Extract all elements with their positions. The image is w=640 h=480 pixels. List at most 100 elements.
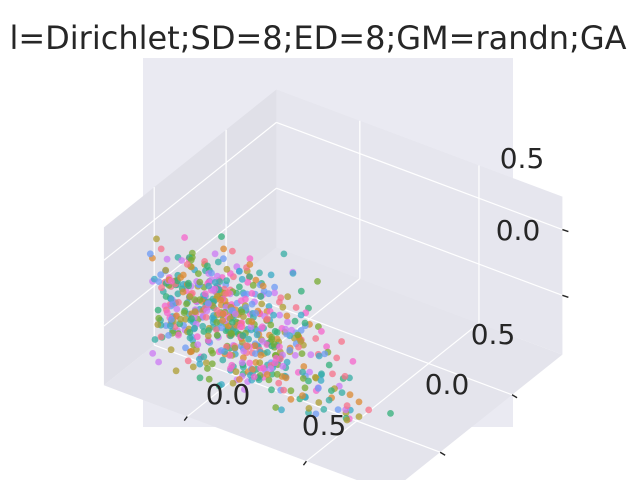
- scatter-point: [247, 323, 255, 331]
- scatter-point: [265, 376, 273, 384]
- scatter-point: [334, 406, 342, 413]
- scatter-point: [270, 311, 277, 319]
- scatter-point: [271, 283, 278, 291]
- scatter-point: [238, 359, 246, 366]
- scatter-point: [280, 250, 288, 258]
- scatter-point: [284, 293, 292, 301]
- scatter-point: [283, 358, 291, 366]
- scatter-point: [238, 308, 246, 316]
- scatter-point: [249, 281, 257, 289]
- scatter-point: [297, 311, 305, 319]
- scatter-point: [229, 379, 237, 387]
- scatter-point: [264, 315, 271, 323]
- scatter-point: [217, 347, 225, 354]
- scatter-point: [213, 326, 220, 333]
- data-points: [146, 233, 394, 424]
- scatter-point: [287, 395, 295, 403]
- scatter-point: [167, 346, 175, 354]
- scatter-point: [204, 299, 212, 307]
- scatter-point: [343, 402, 351, 410]
- grid-line: [103, 121, 277, 261]
- scatter-point: [246, 255, 254, 263]
- scatter-point: [387, 410, 394, 417]
- scatter-point: [246, 261, 254, 268]
- scatter-point: [204, 332, 212, 340]
- scatter-point: [193, 333, 201, 341]
- scatter-point: [220, 255, 227, 263]
- scatter-point: [301, 319, 309, 327]
- scatter-point: [228, 361, 236, 369]
- scatter-point: [256, 269, 263, 277]
- scatter-point: [305, 377, 312, 385]
- scatter-point: [271, 359, 279, 367]
- scatter-point: [268, 370, 276, 378]
- scatter-point: [317, 377, 325, 384]
- scatter-point: [201, 290, 209, 298]
- scatter-point: [355, 398, 363, 406]
- scatter-point: [200, 353, 208, 361]
- scatter-point: [320, 406, 328, 413]
- scatter-point: [184, 357, 192, 365]
- scatter-point: [228, 319, 236, 326]
- scatter-point: [219, 310, 227, 318]
- scatter-point: [279, 362, 287, 370]
- scatter-point: [257, 351, 265, 359]
- scatter-point: [279, 303, 287, 311]
- scatter-point: [186, 293, 194, 300]
- scatter-point: [307, 351, 315, 359]
- scatter-point: [288, 326, 295, 334]
- scatter-point: [153, 235, 160, 243]
- scatter-point: [286, 346, 294, 354]
- scatter-point: [186, 329, 194, 336]
- scatter-point: [299, 375, 307, 382]
- scatter-point: [365, 406, 373, 414]
- scatter-point: [188, 315, 195, 323]
- tick-mark: [511, 394, 518, 399]
- scatter-point: [202, 313, 210, 321]
- scatter-point: [268, 386, 275, 394]
- scatter-point: [312, 335, 320, 342]
- scatter-point: [325, 396, 333, 404]
- grid-line: [306, 322, 480, 462]
- pane-back-wall: [276, 89, 563, 355]
- scatter-point: [204, 365, 211, 372]
- scatter-point: [273, 329, 281, 336]
- scatter-point: [267, 271, 275, 279]
- scatter-point: [155, 278, 163, 285]
- scatter-point: [165, 332, 172, 339]
- chart-title: l=Dirichlet;SD=8;ED=8;GM=randn;GA: [9, 19, 626, 57]
- scatter-point: [241, 386, 248, 393]
- scatter-point: [328, 387, 335, 394]
- scatter-point: [180, 309, 188, 317]
- scatter-point: [253, 331, 261, 339]
- scatter-point: [268, 336, 276, 343]
- scatter-point: [174, 290, 182, 298]
- scatter-point: [349, 358, 357, 365]
- scatter-point: [318, 370, 325, 378]
- y-tick-label-0: 0.0: [425, 368, 470, 401]
- scatter-point: [298, 350, 306, 357]
- scatter-point: [275, 379, 283, 387]
- scatter-point: [238, 275, 246, 283]
- scatter-point: [256, 359, 264, 366]
- scatter-point: [321, 350, 329, 358]
- scatter-point: [287, 387, 295, 395]
- tick-mark: [562, 228, 569, 233]
- scatter-point: [183, 300, 190, 308]
- scatter-point: [151, 336, 159, 343]
- scatter-point: [189, 363, 197, 371]
- scatter-point: [168, 277, 175, 285]
- scatter-point: [282, 325, 289, 333]
- scatter-point: [242, 304, 250, 311]
- scatter-point: [166, 322, 174, 330]
- scatter-point: [213, 331, 221, 339]
- scatter-point: [280, 386, 288, 394]
- scatter-point: [276, 311, 283, 319]
- scatter-point: [169, 300, 177, 308]
- scatter-point: [236, 283, 243, 291]
- scatter-point: [259, 337, 266, 345]
- scatter-point: [314, 278, 321, 285]
- scatter-point: [157, 271, 165, 279]
- scatter-point: [213, 272, 221, 280]
- scatter-point: [218, 233, 225, 241]
